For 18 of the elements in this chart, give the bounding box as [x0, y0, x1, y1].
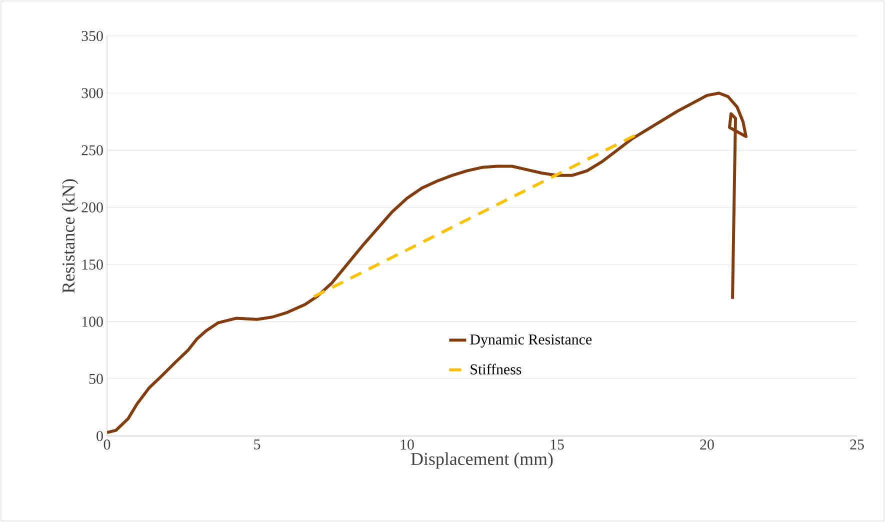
- x-tick-label: 0: [104, 440, 110, 450]
- legend-label: Stiffness: [470, 364, 522, 374]
- y-tick-label: 0: [96, 430, 103, 442]
- y-axis-title: Resistance (kN): [62, 179, 78, 293]
- x-tick-label: 15: [550, 440, 564, 450]
- x-tick-label: 10: [400, 440, 414, 450]
- x-tick-label: 25: [850, 440, 864, 450]
- x-axis-title: Displacement (mm): [411, 452, 553, 469]
- y-tick-label: 150: [82, 260, 103, 270]
- y-tick-label: 350: [82, 30, 103, 42]
- y-tick-label: 100: [82, 316, 103, 327]
- y-tick-label: 250: [82, 145, 103, 156]
- y-tick-label: 50: [89, 374, 103, 384]
- y-tick-label: 200: [82, 202, 103, 212]
- legend-label: Dynamic Resistance: [470, 334, 592, 348]
- x-tick-label: 20: [700, 440, 714, 450]
- y-tick-label: 300: [82, 88, 103, 98]
- x-tick-label: 5: [254, 440, 260, 450]
